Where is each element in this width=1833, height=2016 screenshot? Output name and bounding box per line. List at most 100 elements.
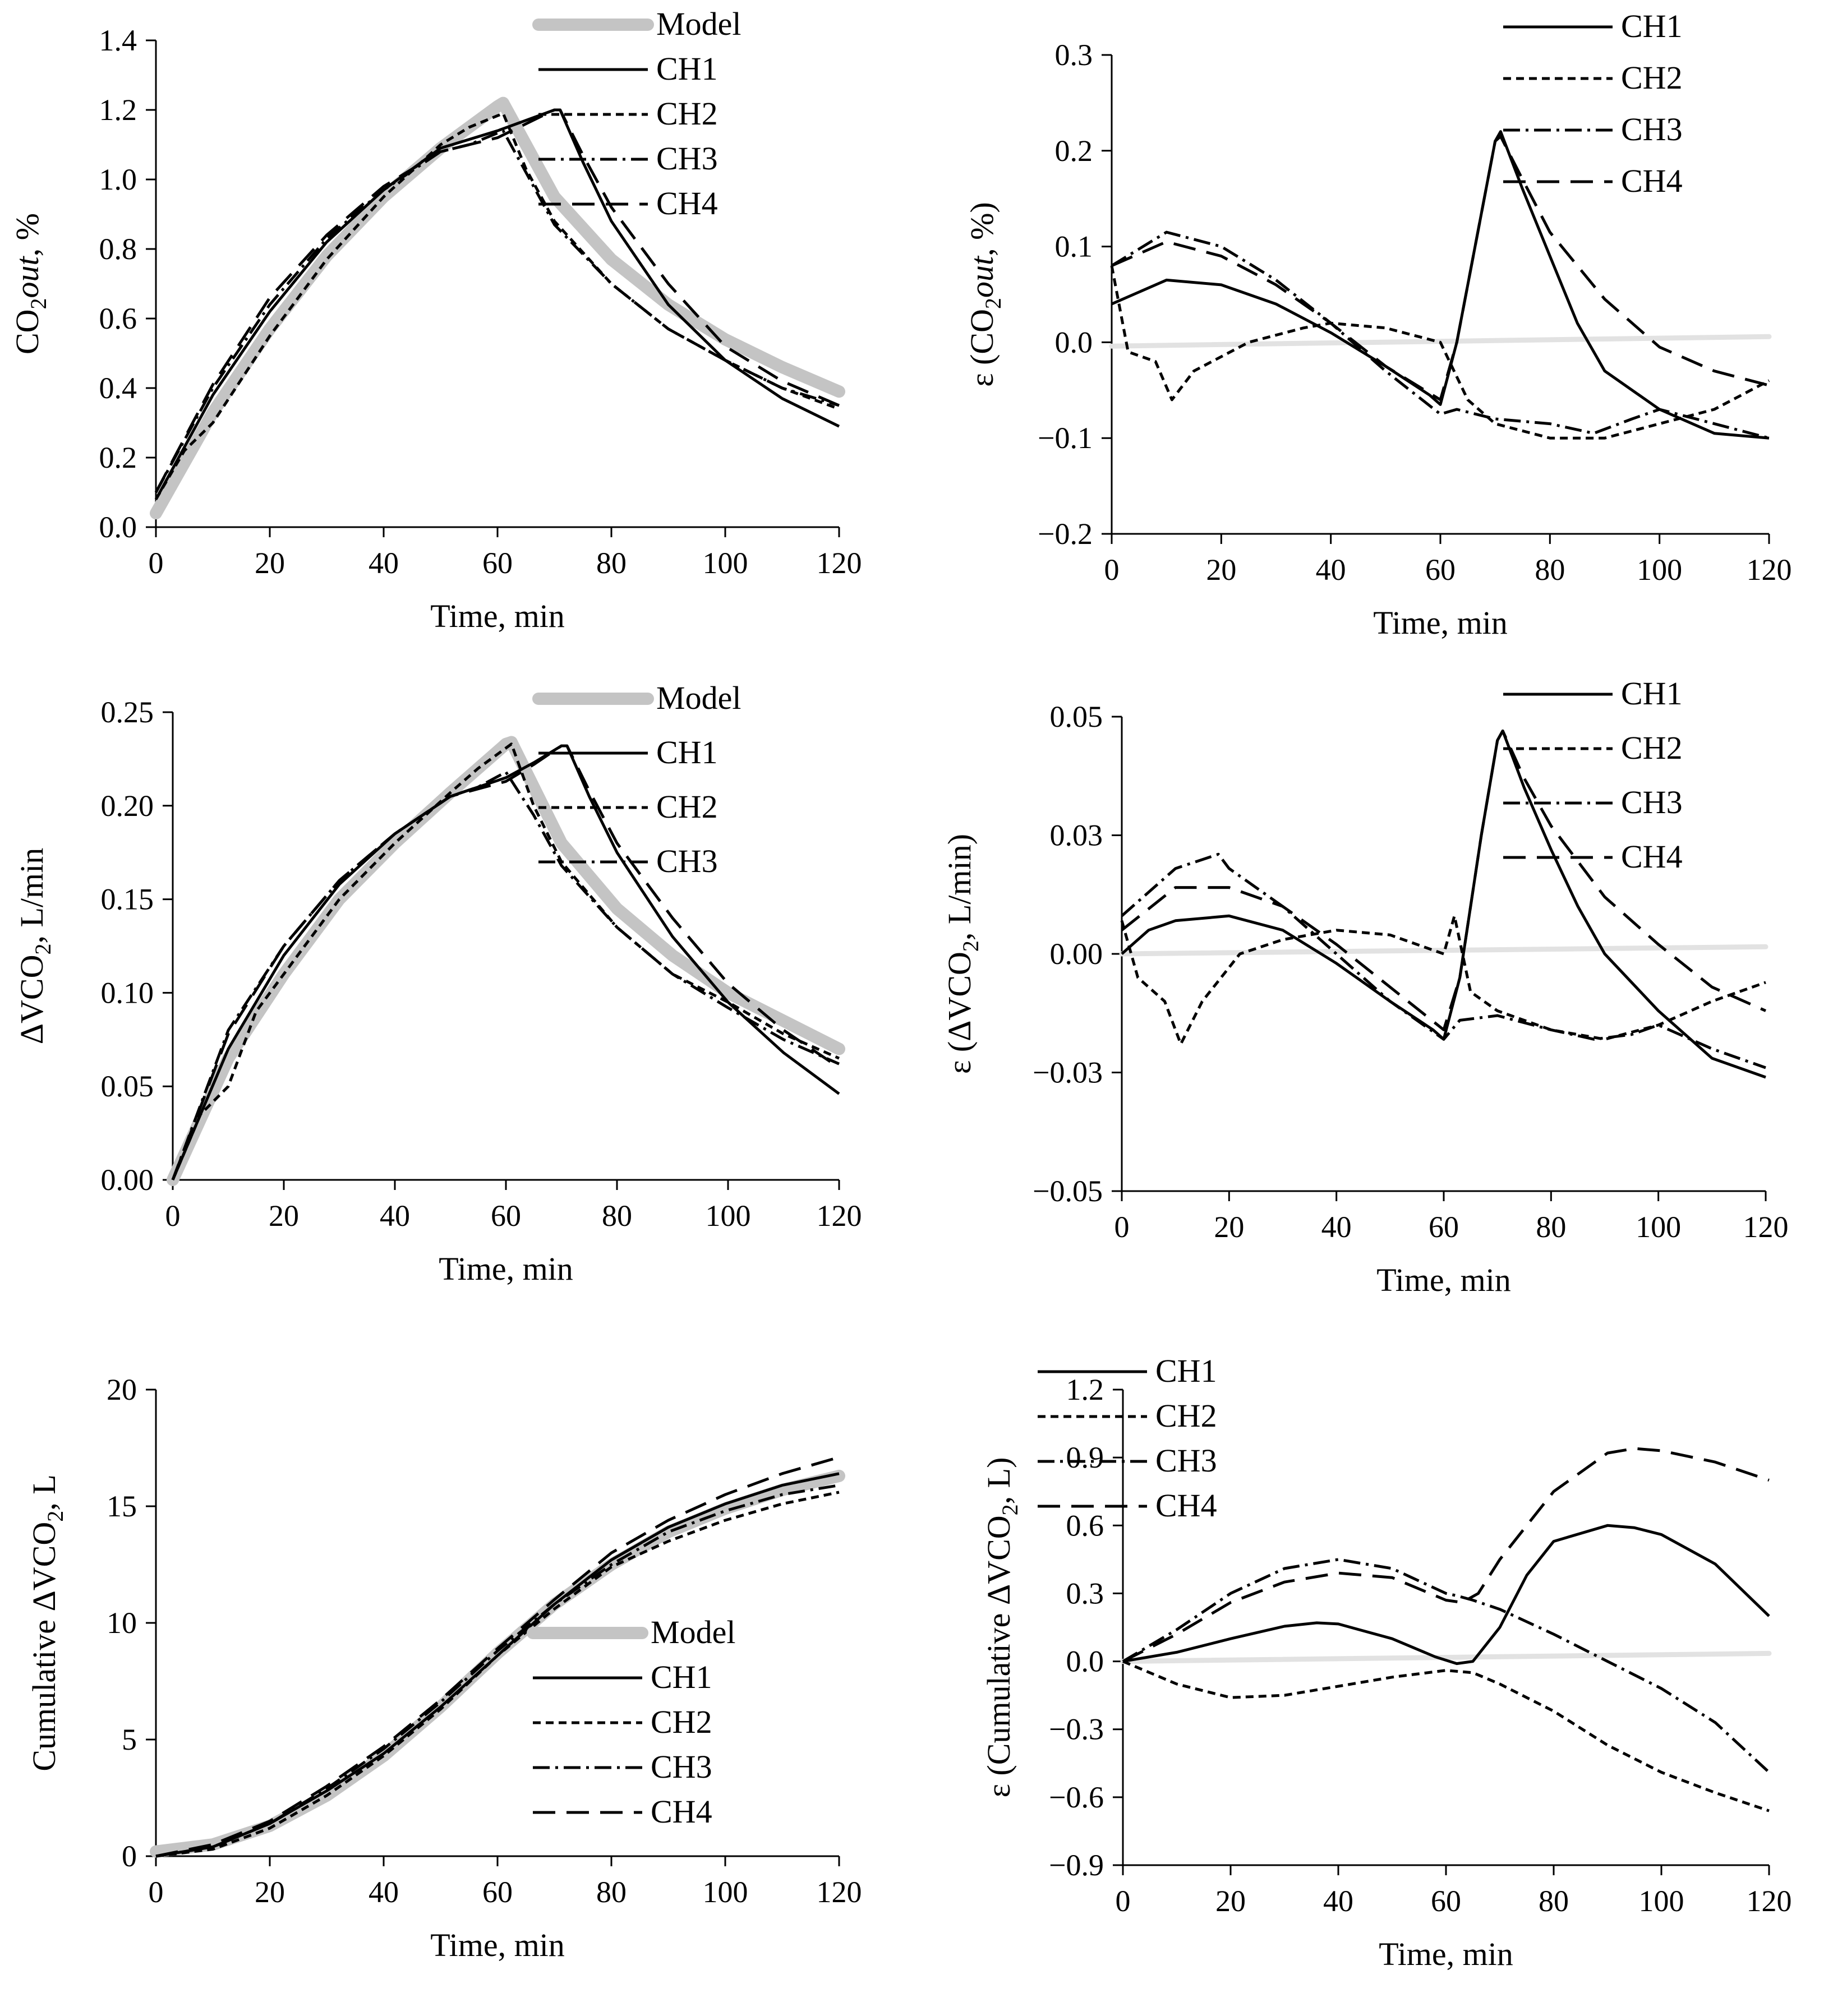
y-tick-label: −0.6: [1049, 1780, 1104, 1814]
chart-panel-6: 0 20 40 60 80 100 120 −0.9 −0.6 −0.3 0.0 0.3 0.6 0.9 1…: [980, 1353, 1792, 1972]
y-axis-label-part: 2: [43, 1511, 68, 1522]
y-axis-label-part: , L/min: [13, 848, 50, 944]
series-line-ch2: [1120, 914, 1766, 1046]
x-tick-label: 120: [817, 1199, 862, 1233]
x-tick-label: 80: [596, 546, 627, 580]
legend-label: CH1: [1621, 675, 1683, 712]
y-tick-label: −0.3: [1049, 1713, 1104, 1746]
series-line-ch3: [155, 1484, 840, 1858]
y-axis-label-part: out: [964, 255, 1000, 298]
y-axis-label: ε (CO2out, %): [964, 202, 1006, 387]
y-axis-label-part: , L/min): [941, 834, 978, 940]
chart-panel-5: 0 20 40 60 80 100 120 0 5 10 15 20 Time, min Cumulati…: [26, 1373, 862, 1963]
x-axis-label: Time, min: [439, 1251, 573, 1287]
y-axis-label-part: , %: [9, 213, 45, 256]
y-tick-label: 1.2: [1066, 1373, 1104, 1406]
y-tick-label: 0.1: [1055, 230, 1093, 264]
y-tick-label: 0.8: [99, 232, 137, 266]
chart-panel-3: 0 20 40 60 80 100 120 0.00 0.05 0.10 0.15 0.20 0.25 T…: [13, 680, 862, 1287]
series-line-ch1: [1122, 1524, 1770, 1666]
y-tick-label: 10: [107, 1606, 137, 1640]
x-axis-label: Time, min: [1376, 1262, 1511, 1298]
y-tick-label: 0.2: [1055, 134, 1093, 168]
y-tick-label: 0.03: [1050, 819, 1103, 852]
y-tick-label: 0: [122, 1839, 137, 1873]
series-line-ch4: [1122, 1447, 1770, 1663]
x-tick-label: 120: [817, 546, 862, 580]
legend-label: CH2: [651, 1704, 712, 1740]
y-axis-label-part: CO: [9, 309, 45, 354]
x-tick-label: 60: [1425, 553, 1456, 587]
y-axis-label-part: out: [9, 255, 45, 298]
y-tick-label: 0.9: [1066, 1441, 1104, 1474]
x-tick-label: 40: [369, 1875, 399, 1909]
x-axis-label: Time, min: [1379, 1936, 1513, 1972]
legend-label: CH3: [1155, 1442, 1217, 1479]
y-axis-label: Cumulative ΔVCO2, L: [26, 1474, 68, 1771]
series-line-ch4: [154, 108, 840, 493]
y-axis-label-part: ε (CO: [964, 309, 1000, 387]
x-tick-label: 20: [1215, 1884, 1246, 1918]
x-axis-label: Time, min: [430, 1927, 565, 1963]
y-tick-label: −0.03: [1033, 1056, 1103, 1090]
y-axis-label-part: 2: [958, 940, 983, 952]
series-line-ch4: [1121, 729, 1767, 1031]
x-tick-label: 120: [1747, 553, 1792, 587]
y-axis-label-part: Cumulative ΔVCO: [26, 1522, 62, 1772]
series-line-ch1: [155, 1472, 840, 1858]
x-tick-label: 20: [269, 1199, 299, 1233]
x-tick-label: 0: [1114, 1210, 1130, 1244]
legend-label: CH1: [1621, 8, 1683, 44]
series-line-ch3: [154, 129, 840, 493]
y-axis-label-part: , L): [980, 1457, 1017, 1505]
x-tick-label: 0: [165, 1199, 181, 1233]
y-axis-label-part: 2: [980, 298, 1006, 309]
y-tick-label: 15: [107, 1489, 137, 1523]
y-tick-label: 0.3: [1066, 1576, 1104, 1610]
legend-label: CH1: [656, 734, 718, 771]
y-axis-label: CO2out, %: [9, 213, 51, 354]
y-axis-label-part: 2: [30, 944, 56, 955]
y-axis-label: ε (ΔVCO2, L/min): [941, 834, 983, 1074]
x-tick-label: 80: [602, 1199, 632, 1233]
y-tick-label: 0.4: [99, 371, 137, 405]
y-tick-label: 5: [122, 1723, 137, 1756]
series-line-ch1: [154, 108, 840, 500]
series-line-ch2: [154, 112, 840, 500]
series-line-ch4: [171, 744, 840, 1180]
legend-label: CH1: [656, 50, 718, 87]
x-tick-label: 100: [703, 546, 748, 580]
y-tick-label: 0.25: [101, 695, 154, 729]
x-tick-label: 120: [1743, 1210, 1789, 1244]
x-tick-label: 80: [596, 1875, 627, 1909]
y-axis-label-part: , L: [26, 1474, 62, 1510]
y-axis-label-part: ΔVCO: [13, 955, 50, 1045]
x-tick-label: 0: [149, 546, 164, 580]
legend-label: CH4: [1621, 838, 1683, 875]
x-tick-label: 80: [1539, 1884, 1569, 1918]
series-line-model-ref: [1119, 944, 1768, 957]
y-tick-label: 1.0: [99, 163, 137, 196]
chart-panel-1: 0 20 40 60 80 100 120 0.0 0.2 0.4 0.6 0.8 1.0 1.2 1.4 T…: [9, 6, 862, 634]
y-axis-label-part: , %): [964, 202, 1000, 256]
legend-label: Model: [651, 1614, 735, 1650]
y-tick-label: 0.15: [101, 883, 154, 916]
series-line-model: [150, 96, 845, 520]
x-tick-label: 100: [706, 1199, 751, 1233]
legend-label: CH1: [1155, 1353, 1217, 1389]
series-line-ch3: [1122, 1558, 1770, 1774]
y-tick-label: −0.1: [1038, 421, 1093, 455]
y-tick-label: 0.05: [101, 1069, 154, 1103]
legend-label: CH2: [1155, 1397, 1217, 1434]
x-tick-label: 40: [380, 1199, 410, 1233]
x-tick-label: 100: [1637, 553, 1682, 587]
x-tick-label: 20: [255, 546, 285, 580]
x-tick-label: 60: [1431, 1884, 1461, 1918]
y-axis-label-part: 2: [26, 298, 51, 309]
y-tick-label: −0.9: [1049, 1848, 1104, 1882]
y-tick-label: 0.00: [101, 1163, 154, 1197]
legend-label: CH2: [1621, 59, 1683, 96]
series-line-ch4: [1111, 135, 1770, 402]
series-line-ch3: [1111, 230, 1770, 440]
x-axis-label: Time, min: [430, 598, 565, 634]
